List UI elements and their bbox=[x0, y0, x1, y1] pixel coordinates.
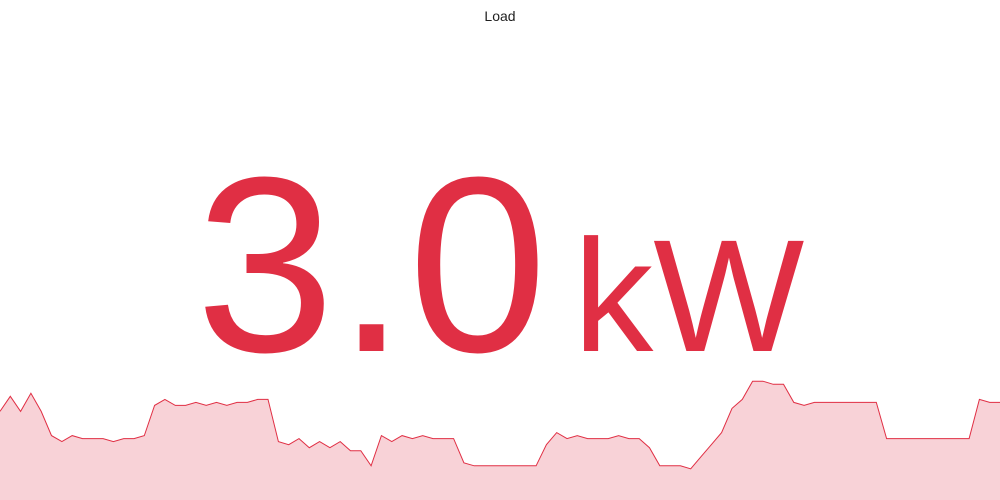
stat-unit: kW bbox=[573, 206, 805, 385]
sparkline-line bbox=[0, 380, 1000, 470]
sparkline-chart bbox=[0, 380, 1000, 500]
stat-readout: 3.0 kW bbox=[0, 140, 1000, 390]
stat-value: 3.0 bbox=[195, 125, 550, 404]
panel-title[interactable]: Load bbox=[484, 8, 516, 24]
sparkline-area bbox=[0, 381, 1000, 500]
